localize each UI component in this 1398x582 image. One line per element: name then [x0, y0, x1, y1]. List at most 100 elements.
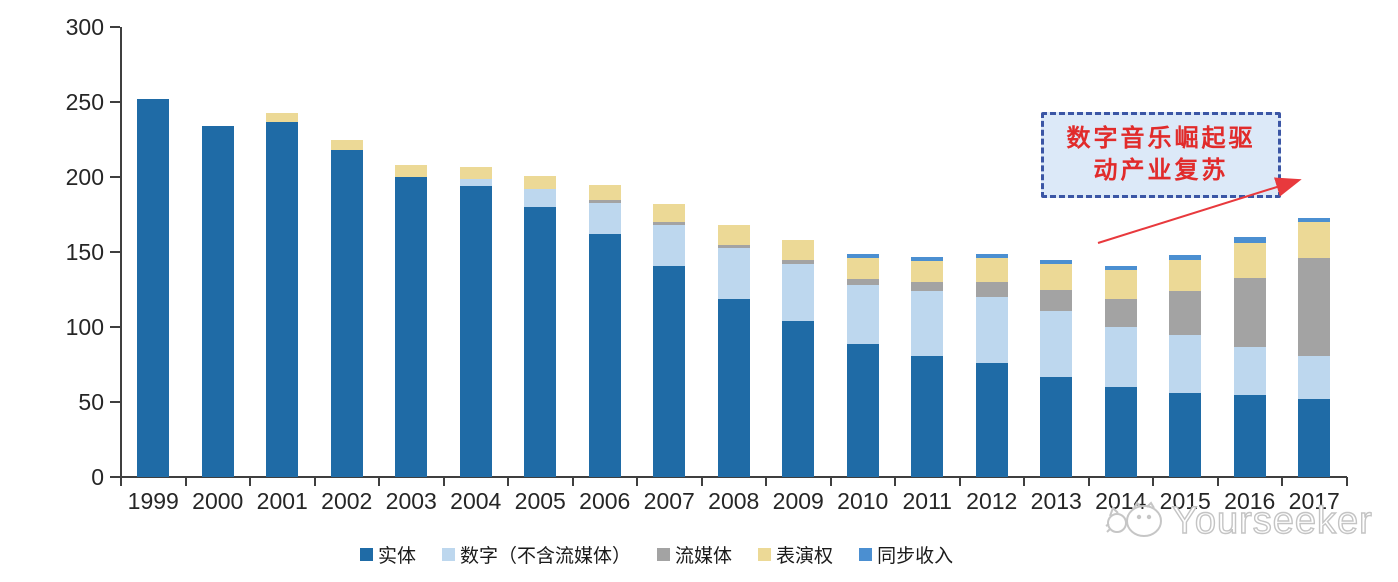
legend: 实体 数字（不含流媒体） 流媒体 表演权 同步收入: [360, 541, 953, 568]
legend-swatch-digital-excl-streaming: [442, 548, 456, 561]
legend-swatch-physical: [360, 548, 373, 561]
bar-segment-streaming: [1104, 298, 1137, 327]
bar-segment-digital-excl-streaming: [717, 247, 750, 299]
y-axis-tick-label: 200: [65, 164, 104, 190]
bar-segment-physical: [266, 121, 299, 477]
x-axis-label: 2014: [1095, 488, 1147, 514]
x-axis-label: 2006: [579, 488, 631, 514]
x-axis-tick: [1281, 477, 1283, 486]
bar-segment-sync-revenue: [911, 256, 944, 261]
x-axis-label: 2015: [1159, 488, 1211, 514]
x-axis-tick: [442, 477, 445, 486]
bar-segment-streaming: [653, 222, 686, 225]
x-axis-tick: [1087, 477, 1090, 486]
bar-segment-sync-revenue: [975, 253, 1008, 258]
x-axis-tick: [249, 477, 251, 486]
y-axis: [119, 27, 122, 486]
x-axis-tick: [1216, 477, 1219, 486]
bar-segment-streaming: [1298, 258, 1331, 356]
bar-segment-streaming: [846, 279, 879, 285]
bar-segment-physical: [201, 126, 234, 477]
bar-segment-streaming: [975, 282, 1008, 297]
x-axis-tick: [378, 477, 380, 486]
x-axis-tick: [894, 477, 896, 486]
x-axis-label: 2004: [450, 488, 502, 514]
legend-label-physical: 实体: [378, 546, 417, 567]
legend-item-physical: 实体: [360, 541, 416, 568]
y-axis-tick: [110, 326, 120, 328]
yourseeker-logo-icon: [1105, 501, 1162, 537]
y-axis-tick: [110, 476, 120, 478]
bar-segment-physical: [524, 207, 557, 477]
legend-label-digital-excl-streaming: 数字（不含流媒体）: [460, 546, 632, 567]
x-axis-tick: [636, 477, 638, 486]
x-axis-label: 2005: [514, 488, 566, 514]
y-axis-tick-label: 250: [65, 89, 104, 115]
bar-segment-physical: [1169, 393, 1202, 477]
bar-segment-performance-rights: [653, 204, 686, 222]
y-axis-tick-label: 50: [78, 389, 104, 415]
bar-segment-physical: [717, 298, 750, 477]
bar-segment-performance-rights: [524, 175, 557, 189]
bar-segment-digital-excl-streaming: [1298, 355, 1331, 399]
annotation-box: 数字音乐崛起驱 动产业复苏: [1041, 112, 1281, 198]
x-axis-tick: [313, 477, 316, 486]
bar-segment-digital-excl-streaming: [459, 178, 492, 186]
bar-segment-performance-rights: [1233, 243, 1266, 278]
bar-segment-physical: [588, 234, 621, 477]
watermark-text: Yourseeker: [1171, 499, 1373, 542]
bar-segment-physical: [1233, 394, 1266, 477]
x-axis-label: 2003: [385, 488, 437, 514]
bar-segment-sync-revenue: [1298, 217, 1331, 222]
y-axis-tick-label: 100: [65, 314, 104, 340]
x-axis-tick: [571, 477, 574, 486]
bar-segment-digital-excl-streaming: [846, 285, 879, 344]
bar-segment-digital-excl-streaming: [975, 297, 1008, 363]
bar-segment-sync-revenue: [1169, 255, 1202, 260]
legend-item-streaming: 流媒体: [657, 541, 732, 568]
x-axis-label: 2000: [192, 488, 244, 514]
bar-segment-sync-revenue: [1040, 259, 1073, 264]
bar-segment-streaming: [911, 282, 944, 291]
bar-segment-digital-excl-streaming: [1169, 334, 1202, 393]
legend-item-performance-rights: 表演权: [758, 541, 833, 568]
bar-segment-digital-excl-streaming: [1040, 310, 1073, 377]
x-axis-label: 2017: [1288, 488, 1340, 514]
y-axis-tick-label: 0: [91, 464, 104, 490]
legend-item-digital-excl-streaming: 数字（不含流媒体）: [442, 541, 631, 568]
y-axis-tick: [110, 251, 120, 253]
bar-segment-physical: [782, 321, 815, 477]
bar-segment-streaming: [782, 259, 815, 264]
x-axis-tick: [1152, 477, 1154, 486]
legend-swatch-sync-revenue: [859, 548, 873, 561]
bar-segment-digital-excl-streaming: [1233, 346, 1266, 395]
bar-segment-physical: [395, 177, 428, 477]
y-axis-tick: [110, 401, 120, 403]
bar-segment-performance-rights: [717, 225, 750, 245]
bar-segment-performance-rights: [459, 166, 492, 179]
x-axis-tick: [958, 477, 961, 486]
annotation-text-line1: 数字音乐崛起驱: [1066, 126, 1256, 152]
legend-swatch-streaming: [657, 548, 671, 561]
bar-segment-performance-rights: [1104, 270, 1137, 299]
bar-segment-physical: [846, 343, 879, 477]
x-axis-label: 2008: [708, 488, 760, 514]
bar-segment-performance-rights: [846, 258, 879, 279]
bar-segment-digital-excl-streaming: [588, 202, 621, 234]
bar-segment-performance-rights: [588, 184, 621, 200]
x-axis-label: 2002: [321, 488, 373, 514]
x-axis-label: 1999: [127, 488, 179, 514]
bar-segment-sync-revenue: [846, 253, 879, 258]
x-axis-label: 2001: [256, 488, 308, 514]
legend-label-performance-rights: 表演权: [776, 546, 834, 567]
bar-segment-performance-rights: [782, 240, 815, 260]
x-axis-tick: [829, 477, 832, 486]
bar-segment-performance-rights: [266, 112, 299, 122]
x-axis-tick: [507, 477, 509, 486]
bar-segment-sync-revenue: [1104, 265, 1137, 270]
x-axis-tick: [1345, 477, 1348, 486]
x-axis-tick: [1023, 477, 1025, 486]
bar-segment-digital-excl-streaming: [1104, 327, 1137, 387]
